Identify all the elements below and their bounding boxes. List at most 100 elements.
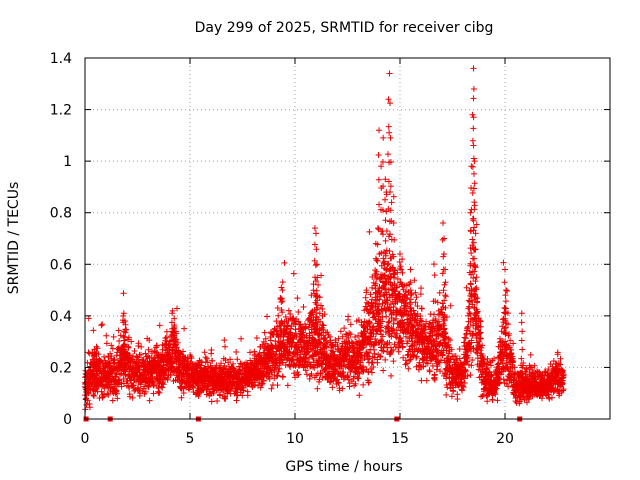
data-point [324, 329, 331, 336]
data-point [162, 376, 169, 383]
data-point [128, 338, 135, 345]
data-point [358, 319, 365, 326]
data-point [390, 358, 397, 365]
data-point [244, 388, 251, 395]
peak-point [470, 155, 477, 162]
data-point [85, 390, 92, 397]
data-point [439, 300, 446, 307]
data-point [319, 321, 326, 328]
data-point [398, 266, 405, 273]
data-point [114, 395, 121, 402]
data-point [413, 294, 420, 301]
data-point [386, 339, 393, 346]
y-tick-label: 0 [63, 412, 72, 428]
data-point [222, 343, 229, 350]
peak-point [467, 209, 474, 216]
peak-point [407, 266, 414, 273]
data-point [120, 313, 127, 320]
peak-point [313, 246, 320, 253]
data-point [258, 381, 265, 388]
peak-point [473, 274, 480, 281]
data-point [386, 318, 393, 325]
data-point [135, 340, 142, 347]
data-point [85, 315, 92, 322]
peak-point [501, 304, 508, 311]
y-tick-label: 0.2 [50, 360, 72, 376]
data-point [103, 340, 110, 347]
data-point [430, 261, 437, 268]
data-point [295, 308, 302, 315]
data-point [376, 296, 383, 303]
data-point [549, 394, 556, 401]
data-point [527, 351, 534, 358]
data-point [115, 376, 122, 383]
data-point [208, 347, 215, 354]
data-point [423, 377, 430, 384]
data-point [213, 362, 220, 369]
peak-point [384, 151, 391, 158]
data-point [174, 305, 181, 312]
data-point [187, 353, 194, 360]
data-point [418, 377, 425, 384]
data-point [131, 348, 138, 355]
peak-point [441, 281, 448, 288]
data-point [405, 365, 412, 372]
peak-point [471, 185, 478, 192]
data-point [159, 384, 166, 391]
x-tick-label: 20 [496, 431, 514, 447]
peak-point [519, 346, 526, 353]
data-point [321, 311, 328, 318]
data-point [150, 382, 157, 389]
data-point [167, 372, 174, 379]
data-point [347, 331, 354, 338]
data-point [311, 364, 318, 371]
data-point [317, 370, 324, 377]
data-point [118, 370, 125, 377]
data-point [239, 392, 246, 399]
data-point [138, 343, 145, 350]
data-point [294, 368, 301, 375]
peak-point [386, 129, 393, 136]
data-point [355, 375, 362, 382]
data-points [81, 65, 567, 422]
peak-point [470, 85, 477, 92]
data-point [341, 325, 348, 332]
data-point [332, 366, 339, 373]
data-point [204, 385, 211, 392]
data-point [261, 329, 268, 336]
data-point [184, 355, 191, 362]
data-point [327, 337, 334, 344]
data-point [181, 325, 188, 332]
x-tick-label: 0 [81, 431, 90, 447]
data-point [339, 385, 346, 392]
data-point [308, 370, 315, 377]
data-point [177, 384, 184, 391]
data-point [164, 376, 171, 383]
peak-point [502, 266, 508, 273]
peak-point [312, 262, 319, 269]
peak-point [397, 250, 403, 257]
chart-title: Day 299 of 2025, SRMTID for receiver cib… [195, 20, 494, 36]
data-point [268, 385, 275, 392]
data-point [382, 252, 389, 259]
data-point [370, 341, 377, 348]
data-point [319, 374, 326, 381]
data-point [352, 380, 359, 387]
data-point [310, 355, 317, 362]
data-point [463, 284, 470, 291]
data-point [111, 356, 118, 363]
data-point [202, 354, 209, 361]
data-point [163, 328, 170, 335]
peak-point [313, 230, 319, 237]
peak-point [383, 227, 390, 234]
data-point [303, 323, 310, 330]
data-point [285, 307, 292, 314]
data-point [269, 371, 276, 378]
data-point [266, 375, 273, 382]
data-point [307, 346, 314, 353]
data-point [153, 349, 160, 356]
data-point [274, 382, 281, 389]
data-point [345, 376, 352, 383]
data-point [400, 286, 407, 293]
peak-point [375, 176, 382, 183]
